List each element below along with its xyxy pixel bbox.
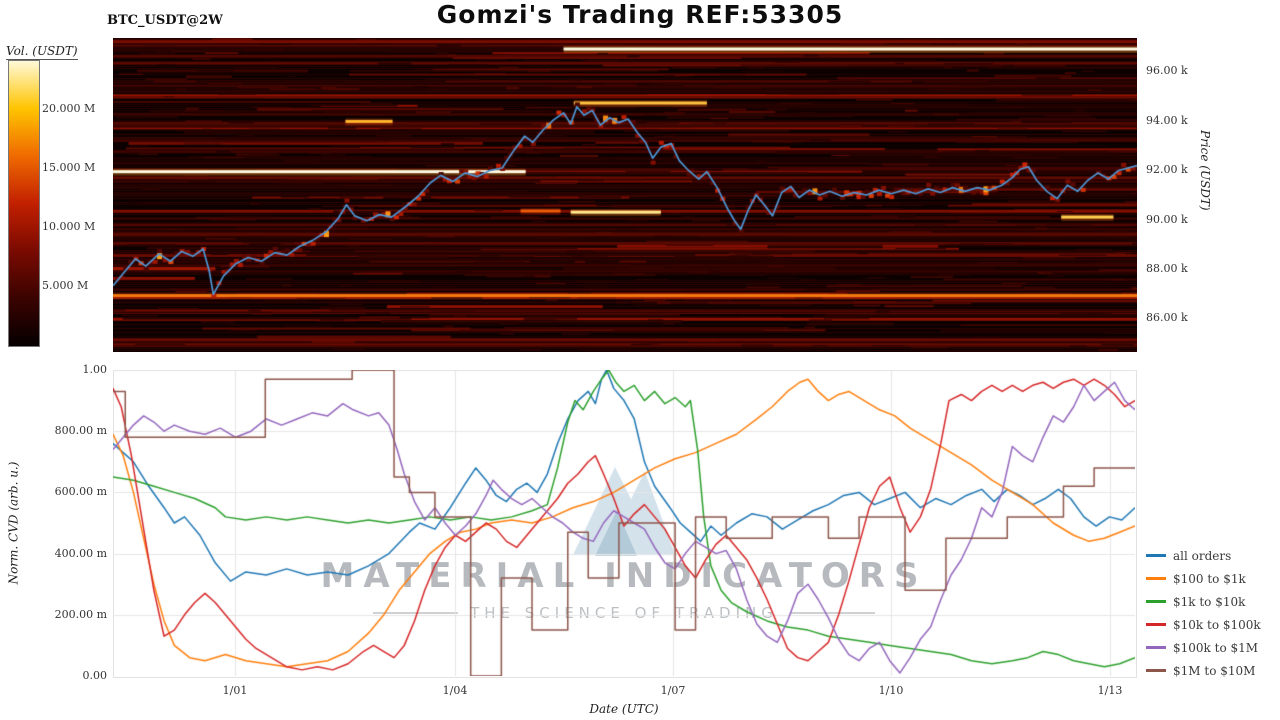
symbol-label: BTC_USDT@2W [107, 13, 223, 28]
legend-item-all-orders[interactable]: all orders [1146, 544, 1261, 567]
legend-item-1k-10k[interactable]: $1k to $10k [1146, 590, 1261, 613]
cvd-canvas[interactable] [113, 370, 1135, 676]
cvd-x-axis-title: Date (UTC) [589, 702, 659, 716]
colorbar-tick: 20.000 M [42, 102, 96, 115]
colorbar-title: Vol. (USDT) [6, 44, 78, 60]
cvd-x-tick: 1/10 [878, 684, 904, 697]
legend-swatch [1146, 623, 1166, 626]
cvd-y-tick: 400.00 m [54, 547, 107, 560]
price-axis-tick: 86.00 k [1146, 311, 1188, 324]
cvd-x-tick: 1/01 [222, 684, 248, 697]
heatmap-plot-area[interactable] [113, 38, 1137, 352]
legend-item-1M-10M[interactable]: $1M to $10M [1146, 659, 1261, 682]
legend-label: all orders [1173, 548, 1232, 563]
heatmap-canvas[interactable] [113, 38, 1137, 352]
colorbar-tick: 15.000 M [42, 161, 96, 174]
cvd-y-axis-title-wrap: Norm. CVD (arb. u.) [0, 370, 26, 676]
legend-label: $100k to $1M [1173, 640, 1259, 655]
page-title: Gomzi's Trading REF:53305 [436, 0, 844, 29]
legend-swatch [1146, 554, 1166, 557]
price-axis-tick: 88.00 k [1146, 262, 1188, 275]
cvd-y-tick: 200.00 m [54, 608, 107, 621]
legend-swatch [1146, 646, 1166, 649]
price-axis-tick: 94.00 k [1146, 114, 1188, 127]
volume-colorbar [8, 60, 40, 347]
legend-label: $100 to $1k [1173, 571, 1246, 586]
price-axis-title: Price (USDT) [1198, 130, 1212, 211]
cvd-y-tick: 600.00 m [54, 485, 107, 498]
legend-item-10k-100k[interactable]: $10k to $100k [1146, 613, 1261, 636]
cvd-x-tick: 1/04 [442, 684, 468, 697]
colorbar-tick: 5.000 M [42, 279, 89, 292]
legend-swatch [1146, 669, 1166, 672]
colorbar-tick: 10.000 M [42, 220, 96, 233]
legend-label: $1M to $10M [1173, 663, 1256, 678]
price-axis-tick: 92.00 k [1146, 163, 1188, 176]
price-axis-tick: 90.00 k [1146, 213, 1188, 226]
price-axis-tick: 96.00 k [1146, 64, 1188, 77]
cvd-y-tick: 800.00 m [54, 424, 107, 437]
legend-item-100-1k[interactable]: $100 to $1k [1146, 567, 1261, 590]
legend-swatch [1146, 600, 1166, 603]
cvd-x-tick: 1/07 [660, 684, 686, 697]
legend-item-100k-1M[interactable]: $100k to $1M [1146, 636, 1261, 659]
cvd-y-tick: 0.00 [82, 669, 108, 682]
legend-swatch [1146, 577, 1166, 580]
cvd-y-axis-title: Norm. CVD (arb. u.) [6, 461, 21, 585]
cvd-y-tick: 1.00 [82, 363, 108, 376]
legend: all orders $100 to $1k $1k to $10k $10k … [1146, 544, 1261, 682]
legend-label: $1k to $10k [1173, 594, 1246, 609]
cvd-x-tick: 1/13 [1097, 684, 1123, 697]
legend-label: $10k to $100k [1173, 617, 1261, 632]
